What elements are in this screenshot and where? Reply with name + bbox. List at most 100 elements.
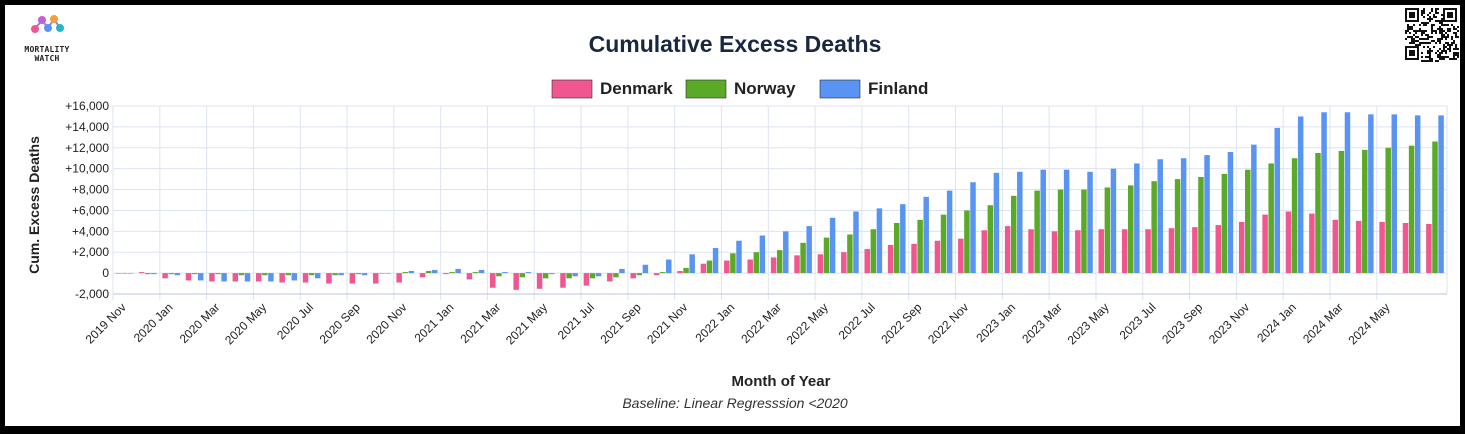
x-tick-label: 2023 Jan	[973, 300, 1018, 345]
y-tick-label: +14,000	[65, 120, 109, 134]
bar-finland	[829, 217, 836, 274]
x-tick-label: 2021 May	[503, 300, 550, 347]
bar-denmark	[653, 273, 660, 276]
bar-norway	[917, 219, 923, 274]
bar-norway	[1245, 169, 1251, 274]
bar-denmark	[443, 273, 449, 275]
bar-denmark	[1145, 229, 1151, 274]
bar-finland	[642, 264, 649, 274]
x-tick-label: 2023 Jul	[1117, 300, 1159, 342]
bar-denmark	[419, 273, 426, 278]
bar-denmark	[817, 254, 824, 274]
bar-denmark	[864, 249, 870, 274]
bar-denmark	[1192, 227, 1198, 274]
bar-norway	[355, 273, 362, 275]
bar-finland	[1227, 151, 1234, 274]
bar-denmark	[396, 273, 402, 283]
bar-finland	[291, 273, 298, 281]
bar-denmark	[981, 230, 987, 274]
bar-norway	[238, 273, 245, 276]
bar-norway	[308, 273, 315, 276]
bar-finland	[806, 226, 812, 274]
bar-finland	[595, 273, 602, 277]
bar-denmark	[700, 263, 707, 274]
bar-norway	[1338, 150, 1345, 274]
x-tick-label: 2022 May	[784, 300, 831, 347]
bar-finland	[1414, 115, 1421, 274]
bar-denmark	[1426, 224, 1432, 274]
x-tick-label: 2022 Mar	[738, 300, 784, 346]
bar-denmark	[279, 273, 285, 283]
bar-denmark	[677, 271, 683, 274]
bar-norway	[1385, 147, 1391, 274]
y-tick-label: +2,000	[72, 245, 109, 259]
bar-norway	[542, 273, 549, 279]
bar-norway	[706, 260, 713, 274]
bar-finland	[1391, 114, 1398, 274]
x-tick-label: 2021 Jul	[555, 300, 597, 342]
bar-norway	[332, 273, 338, 276]
bar-norway	[1010, 195, 1017, 274]
bar-denmark	[302, 273, 309, 283]
bar-denmark	[326, 273, 332, 284]
bar-norway	[121, 273, 128, 274]
x-tick-label: 2024 Jan	[1254, 300, 1299, 345]
bar-denmark	[490, 273, 496, 288]
bar-norway	[262, 273, 268, 276]
bar-finland	[736, 240, 742, 274]
x-tick-label: 2020 Mar	[177, 300, 223, 346]
bar-finland	[408, 271, 415, 274]
bar-finland	[244, 273, 251, 282]
bar-finland	[1344, 112, 1351, 274]
bar-norway	[1362, 149, 1368, 274]
bar-finland	[1017, 171, 1023, 274]
bar-norway	[285, 273, 291, 276]
bar-norway	[589, 273, 596, 279]
x-tick-label: 2021 Mar	[458, 300, 504, 346]
bar-denmark	[724, 260, 730, 274]
bar-finland	[876, 208, 883, 274]
bar-denmark	[209, 273, 215, 282]
bar-denmark	[232, 273, 239, 282]
bar-finland	[478, 269, 485, 274]
bar-denmark	[1309, 213, 1315, 274]
bar-finland	[970, 182, 976, 274]
bar-denmark	[349, 273, 356, 284]
bar-denmark	[1215, 225, 1222, 274]
bar-norway	[1174, 179, 1181, 274]
bar-finland	[502, 272, 508, 274]
bar-finland	[946, 190, 953, 274]
bar-denmark	[958, 238, 964, 274]
bar-norway	[730, 253, 736, 274]
bar-denmark	[841, 252, 847, 274]
bar-finland	[572, 273, 578, 277]
x-tick-label: 2024 May	[1345, 300, 1392, 347]
bar-finland	[1180, 158, 1187, 274]
x-tick-label: 2024 Mar	[1300, 300, 1346, 346]
bar-finland	[1321, 112, 1327, 274]
bar-finland	[338, 273, 344, 276]
bar-denmark	[1121, 229, 1128, 274]
bar-denmark	[162, 273, 168, 279]
bar-norway	[1081, 189, 1087, 274]
bar-denmark	[770, 257, 777, 274]
bar-norway	[519, 273, 525, 278]
bar-norway	[1128, 185, 1134, 274]
bar-finland	[1438, 115, 1444, 274]
bar-norway	[1432, 141, 1438, 274]
bar-finland	[759, 235, 766, 274]
bar-finland	[1274, 127, 1280, 274]
bar-finland	[431, 269, 438, 274]
bar-denmark	[887, 244, 894, 274]
x-tick-label: 2023 Sep	[1159, 300, 1205, 346]
bar-finland	[174, 273, 181, 276]
bar-denmark	[256, 273, 262, 282]
bar-denmark	[1332, 219, 1339, 274]
bar-finland	[1110, 168, 1117, 274]
bar-norway	[168, 273, 174, 275]
bar-finland	[385, 273, 391, 274]
bar-finland	[666, 259, 672, 274]
chart-title: Cumulative Excess Deaths	[589, 31, 882, 57]
chart-subtitle: Baseline: Linear Regresssion <2020	[622, 395, 848, 411]
bar-denmark	[1004, 226, 1011, 274]
